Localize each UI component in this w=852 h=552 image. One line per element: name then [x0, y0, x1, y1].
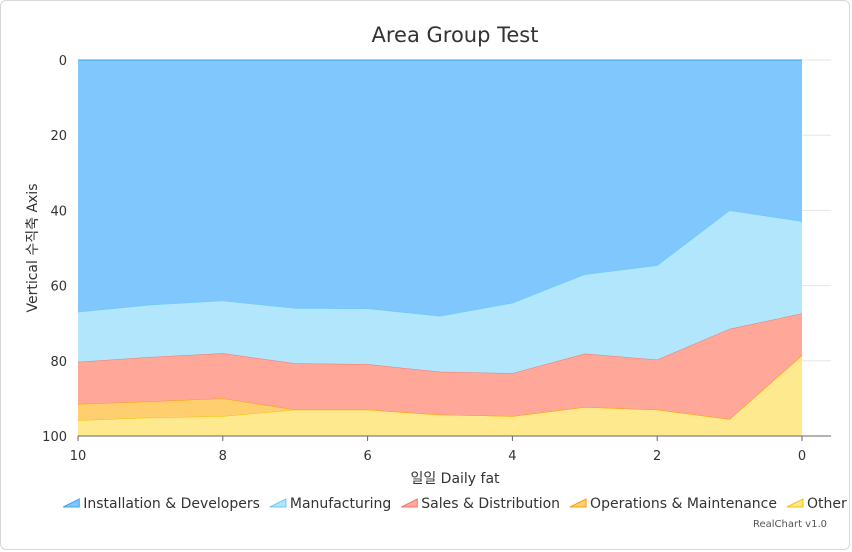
y-axis-title: Vertical 수직축 Axis — [25, 184, 41, 313]
legend-item[interactable]: Other — [786, 496, 847, 512]
legend-label: Installation & Developers — [83, 496, 260, 512]
legend-item[interactable]: Manufacturing — [269, 496, 391, 512]
legend-symbol — [269, 498, 287, 508]
legend-item[interactable]: Operations & Maintenance — [569, 496, 777, 512]
legend-label: Other — [807, 496, 847, 512]
y-tick-label: 20 — [50, 129, 67, 144]
y-tick-label: 40 — [50, 204, 67, 219]
area-series — [77, 59, 803, 436]
legend-symbol — [401, 498, 418, 508]
x-tick-label: 6 — [363, 449, 371, 464]
area-installation-developers[interactable] — [78, 60, 802, 317]
x-axis-title: 일일 Daily fat — [410, 471, 500, 487]
legend-symbol — [569, 498, 587, 508]
x-tick-label: 8 — [219, 449, 227, 464]
y-axis-ticks: 0 20 40 60 80 100 — [42, 54, 67, 445]
x-tick-label: 0 — [798, 449, 806, 464]
legend: Installation & Developers Manufacturing Sa… — [63, 496, 847, 512]
legend-label: Operations & Maintenance — [590, 496, 777, 512]
y-tick-label: 80 — [50, 355, 67, 370]
legend-item[interactable]: Installation & Developers — [63, 496, 260, 512]
y-tick-label: 100 — [42, 430, 67, 445]
y-tick-label: 60 — [50, 280, 67, 295]
area-manufacturing[interactable] — [78, 210, 802, 374]
x-tick-label: 2 — [653, 449, 661, 464]
area-sales-distribution[interactable] — [78, 313, 802, 420]
x-tick-label: 10 — [70, 449, 87, 464]
legend-symbol — [63, 498, 80, 508]
legend-symbol — [786, 498, 804, 508]
y-tick-label: 0 — [59, 54, 67, 69]
legend-item[interactable]: Sales & Distribution — [401, 496, 560, 512]
x-axis-ticks: 10 8 6 4 2 0 — [70, 436, 806, 464]
area-operations-maintenance[interactable] — [78, 355, 802, 421]
credit-label: RealChart v1.0 — [753, 519, 827, 530]
area-other[interactable] — [78, 355, 802, 436]
chart-title: Area Group Test — [372, 23, 539, 47]
x-tick-label: 4 — [508, 449, 516, 464]
legend-label: Manufacturing — [290, 496, 391, 512]
legend-label: Sales & Distribution — [421, 496, 560, 512]
